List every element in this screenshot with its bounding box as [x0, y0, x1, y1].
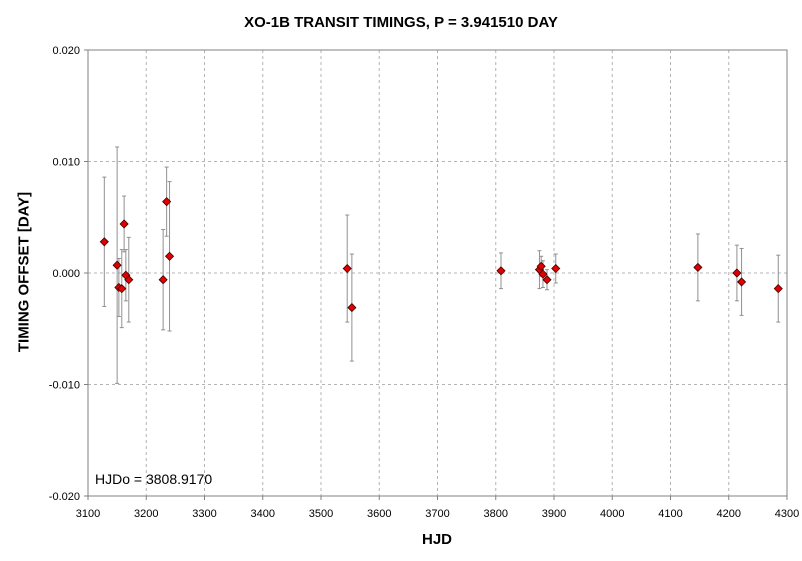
x-tick-label: 3700	[425, 508, 449, 520]
data-point	[542, 275, 552, 285]
data-point	[99, 237, 109, 247]
x-tick-label: 3900	[542, 508, 566, 520]
x-tick-label: 3100	[76, 508, 100, 520]
data-point	[347, 302, 357, 313]
x-tick-label: 4300	[775, 508, 799, 520]
y-tick-label: 0.020	[52, 45, 80, 57]
data-point	[732, 268, 742, 278]
data-point	[536, 261, 546, 271]
data-point	[736, 277, 747, 287]
data-point	[693, 262, 703, 272]
data-point	[119, 219, 129, 229]
data-point	[496, 266, 506, 276]
x-tick-label: 3800	[484, 508, 508, 520]
data-point	[112, 260, 122, 270]
x-tick-label: 3600	[367, 508, 391, 520]
y-tick-label: 0.010	[52, 157, 80, 169]
data-point	[117, 284, 127, 294]
x-tick-label: 4000	[600, 508, 624, 520]
x-tick-label: 3400	[251, 508, 275, 520]
data-point	[162, 197, 172, 207]
gridlines	[88, 50, 787, 496]
x-tick-label: 3500	[309, 508, 333, 520]
x-tick-label: 4200	[717, 508, 741, 520]
x-axis-title: HJD	[421, 531, 452, 548]
data-point	[158, 275, 168, 285]
axis-ticks: 3100 3200 3300 3400 3500 3600 3700 3800 3900 4000…	[49, 45, 799, 520]
x-tick-label: 4100	[658, 508, 682, 520]
data-point	[538, 269, 548, 279]
hjd-origin-annotation: HJDo = 3808.9170	[95, 471, 212, 487]
data-point	[342, 263, 352, 274]
data-points	[99, 197, 783, 313]
x-tick-label: 3300	[192, 508, 216, 520]
y-tick-label: -0.020	[49, 491, 80, 503]
chart-title: XO-1B TRANSIT TIMINGS, P = 3.941510 DAY	[244, 14, 558, 31]
data-point	[773, 284, 783, 294]
y-tick-label: -0.010	[49, 380, 80, 392]
data-point	[551, 263, 561, 274]
data-point	[124, 275, 134, 285]
data-point	[164, 251, 175, 261]
x-tick-label: 3200	[134, 508, 158, 520]
y-tick-label: 0.000	[52, 268, 80, 280]
